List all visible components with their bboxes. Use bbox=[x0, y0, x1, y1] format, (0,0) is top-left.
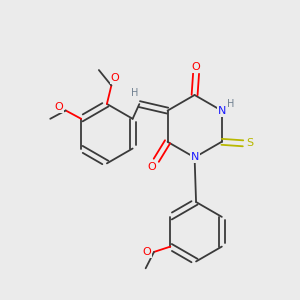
Text: N: N bbox=[218, 106, 226, 116]
Text: O: O bbox=[55, 103, 64, 112]
Text: O: O bbox=[142, 247, 151, 257]
Text: N: N bbox=[190, 152, 199, 162]
Text: O: O bbox=[147, 162, 156, 172]
Text: O: O bbox=[192, 62, 200, 72]
Text: S: S bbox=[246, 138, 253, 148]
Text: H: H bbox=[131, 88, 139, 98]
Text: H: H bbox=[227, 99, 235, 109]
Text: O: O bbox=[111, 74, 119, 83]
